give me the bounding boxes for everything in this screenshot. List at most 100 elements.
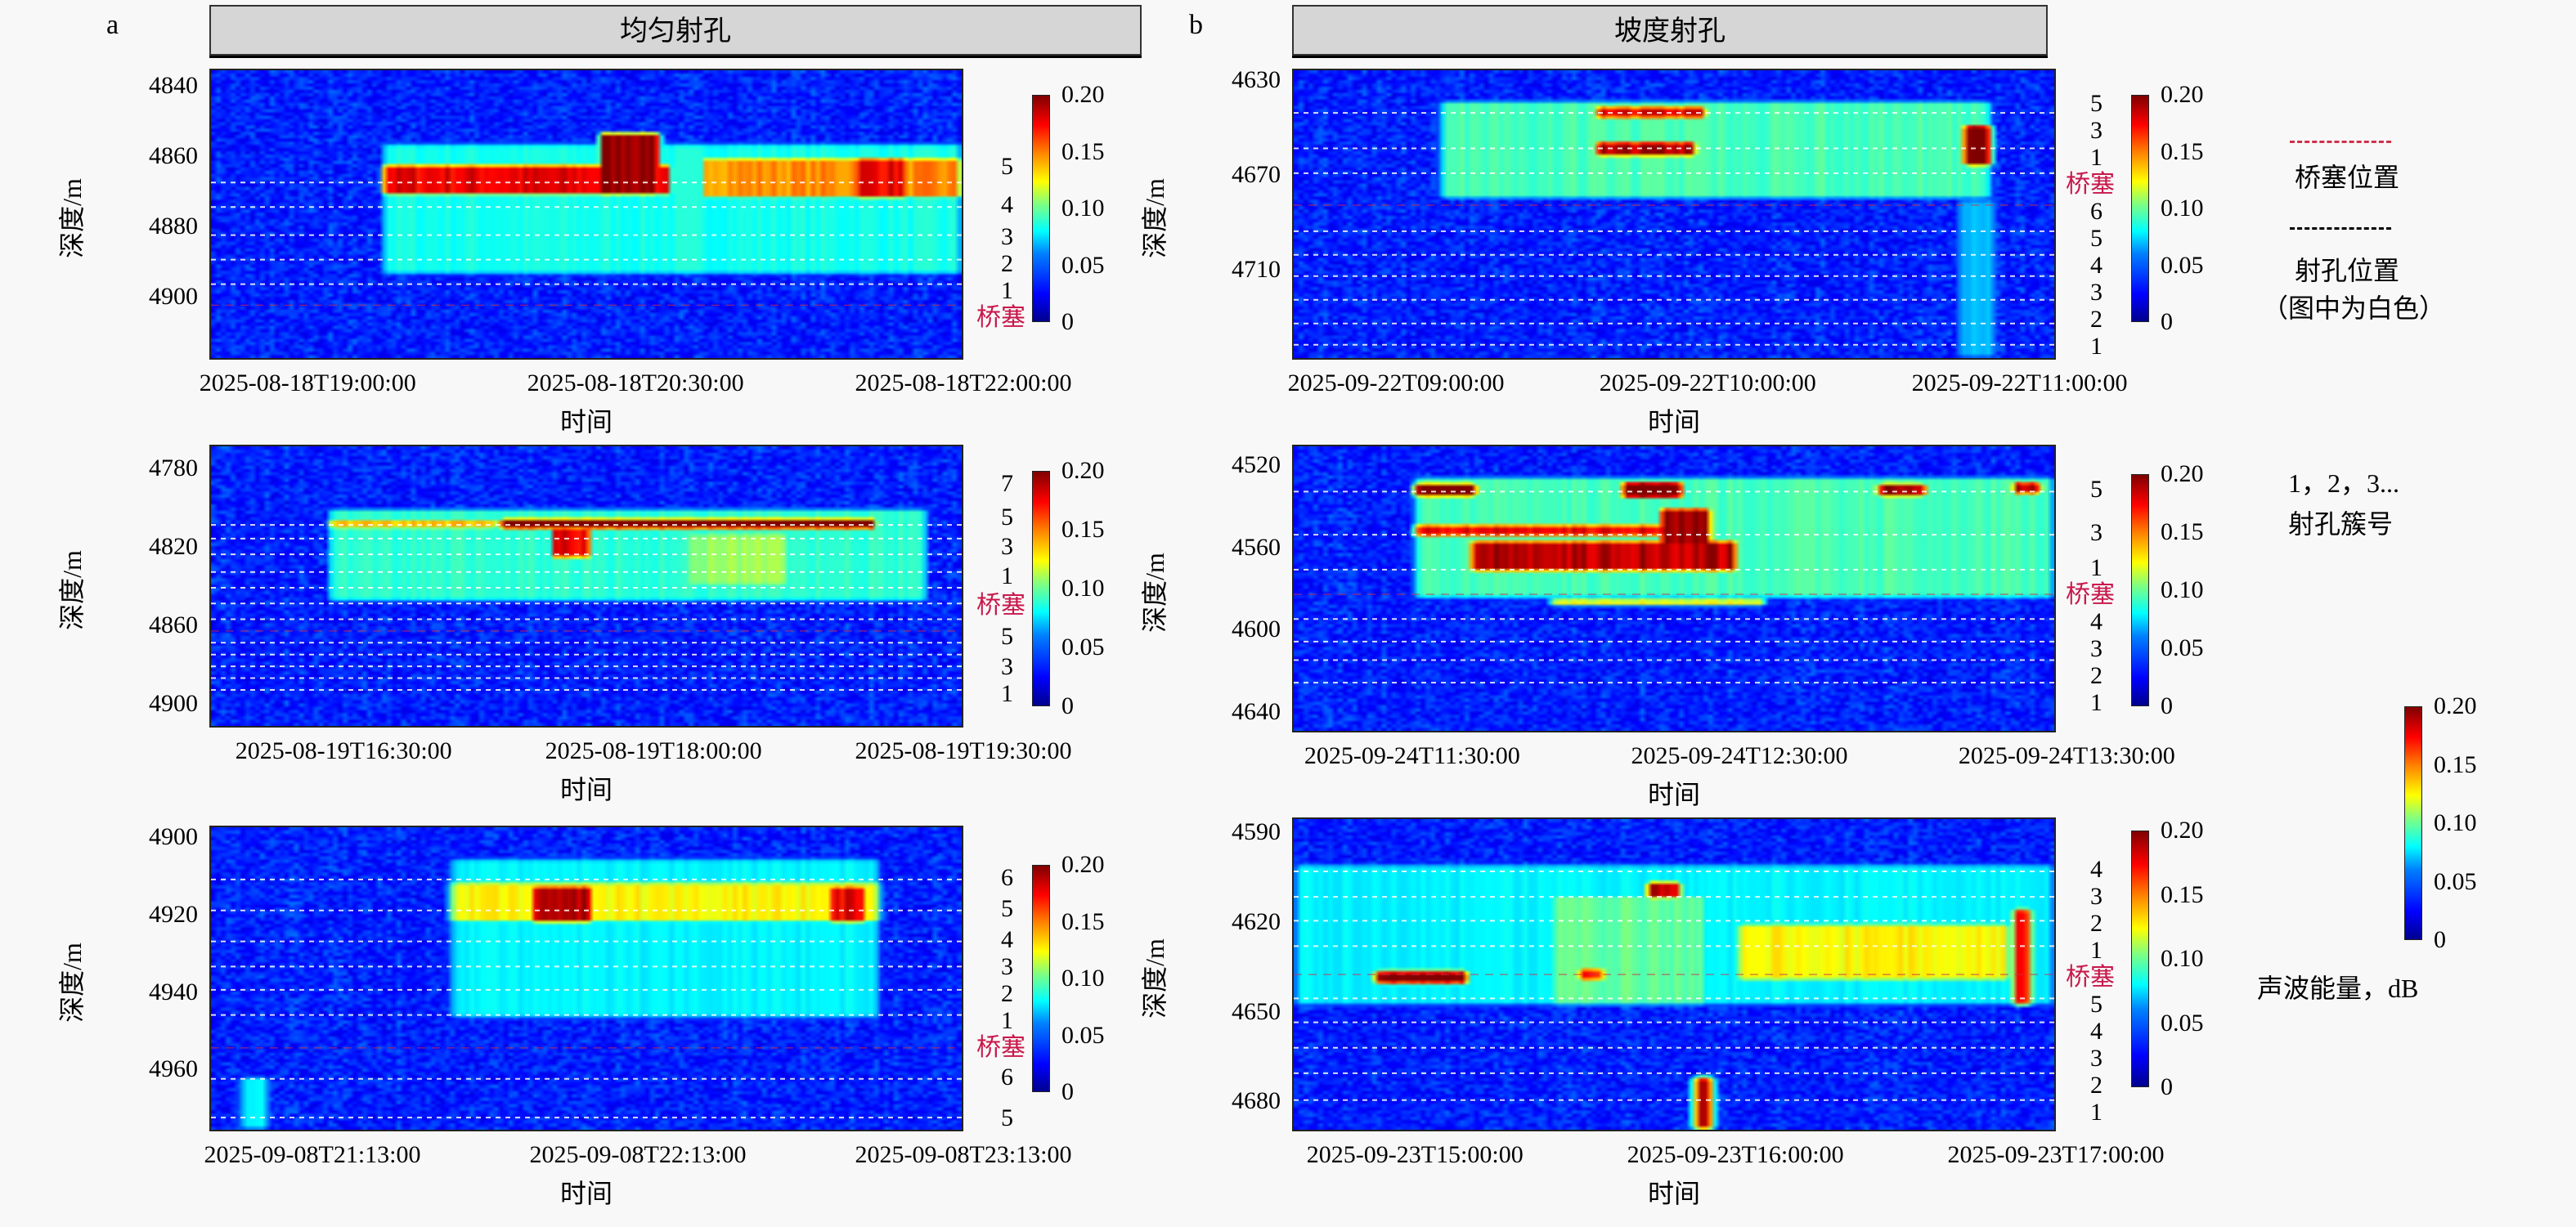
colorbar-tick-label: 0.10: [2161, 945, 2204, 972]
x-tick-label: 2025-08-18T22:00:00: [855, 369, 1072, 396]
cluster-number-label: 1: [2090, 553, 2103, 581]
colorbar-tick-label: 0.10: [1061, 195, 1105, 222]
colorbar-tick-label: 0: [2161, 1073, 2173, 1100]
panel-letter: a: [106, 10, 119, 40]
y-tick-label: 4780: [149, 454, 198, 481]
colorbar-tick-label: 0.15: [1061, 907, 1105, 935]
x-tick-label: 2025-09-24T11:30:00: [1304, 742, 1520, 769]
heatmap-b1: [1292, 69, 2056, 360]
cluster-number-label: 4: [2090, 607, 2103, 635]
heatmap-cells: [1294, 446, 2054, 731]
perforation-legend-label: 射孔位置: [2295, 256, 2400, 285]
cluster-number-label: 1: [1001, 679, 1013, 707]
x-tick-label: 2025-09-08T21:13:00: [204, 1141, 421, 1168]
colorbar-tick-label: 0.15: [2161, 880, 2204, 908]
panel-letter: b: [1189, 10, 1203, 40]
colorbar-tick-label: 0.20: [2161, 817, 2204, 844]
x-tick-label: 2025-08-18T19:00:00: [199, 369, 416, 396]
colorbar-tick-label: 0.05: [2161, 634, 2204, 661]
cluster-number-label: 2: [2090, 910, 2103, 937]
x-axis-label: 时间: [559, 407, 613, 437]
cluster-legend-label: 射孔簇号: [2288, 509, 2394, 539]
plug-legend-line: [2290, 141, 2391, 143]
x-tick-label: 2025-09-24T12:30:00: [1631, 742, 1848, 769]
y-tick-label: 4940: [149, 978, 198, 1005]
y-tick-label: 4590: [1232, 818, 1281, 846]
y-tick-label: 4650: [1232, 997, 1281, 1025]
heatmap-a1: [209, 69, 963, 360]
energy-colorbar-label: 声波能量，dB: [2257, 974, 2419, 1003]
colorbar-tick-label: 0.05: [2161, 1009, 2204, 1037]
cluster-number-label: 1: [2090, 333, 2103, 360]
heatmap-a2: [209, 445, 963, 728]
colorbar: [1032, 95, 1050, 322]
colorbar-tick-label: 0.10: [2434, 809, 2477, 836]
colorbar-tick-label: 0.20: [1061, 457, 1105, 484]
colorbar: [2131, 95, 2149, 322]
cluster-number-label: 4: [1001, 191, 1013, 219]
cluster-number-label: 1: [2090, 937, 2103, 964]
cluster-number-label: 3: [2090, 634, 2103, 662]
x-tick-label: 2025-09-22T10:00:00: [1599, 369, 1816, 396]
y-tick-label: 4920: [149, 900, 198, 928]
colorbar-tick-label: 0.05: [1061, 1021, 1105, 1049]
x-tick-label: 2025-08-19T18:00:00: [545, 737, 762, 764]
colorbar-tick-label: 0.15: [2161, 137, 2204, 165]
panel-title: 均匀射孔: [209, 5, 1142, 56]
heatmap-cells: [211, 70, 962, 358]
colorbar-tick-label: 0.15: [1061, 516, 1105, 543]
x-axis-label: 时间: [559, 775, 613, 804]
cluster-number-label: 4: [2090, 856, 2103, 883]
x-tick-label: 2025-08-18T20:30:00: [527, 369, 744, 396]
y-tick-label: 4630: [1232, 66, 1281, 94]
y-tick-label: 4860: [149, 611, 198, 639]
x-axis-label: 时间: [1647, 780, 1701, 809]
overlay: [211, 181, 962, 307]
colorbar-tick-label: 0: [2161, 692, 2173, 719]
x-axis-label: 时间: [1647, 1179, 1701, 1208]
colorbar: [2131, 831, 2149, 1087]
cluster-number-label: 5: [1001, 623, 1013, 651]
y-tick-label: 4560: [1232, 533, 1281, 561]
y-axis-label: 深度/m: [1140, 938, 1169, 1019]
colorbar-tick-label: 0.10: [1061, 965, 1105, 992]
plug-label: 桥塞: [2066, 580, 2115, 608]
x-tick-label: 2025-08-19T16:30:00: [235, 737, 452, 764]
colorbar-tick-label: 0: [1061, 1078, 1074, 1105]
colorbar-tick-label: 0.05: [1061, 251, 1105, 279]
overlay: [211, 524, 962, 691]
cluster-number-label: 1: [1001, 1006, 1013, 1034]
y-axis-label: 深度/m: [57, 178, 87, 258]
x-tick-label: 2025-09-22T11:00:00: [1911, 369, 2128, 396]
cluster-number-label: 2: [1001, 979, 1013, 1007]
x-axis-label: 时间: [1647, 407, 1701, 437]
cluster-number-label: 1: [2090, 1099, 2103, 1126]
cluster-number-label: 3: [1001, 532, 1013, 560]
cluster-number-label: 4: [1001, 925, 1013, 953]
plug-label: 桥塞: [976, 303, 1025, 331]
colorbar-tick-label: 0.20: [1061, 851, 1105, 878]
colorbar: [2131, 474, 2149, 706]
y-tick-label: 4640: [1232, 697, 1281, 725]
x-tick-label: 2025-09-23T15:00:00: [1306, 1141, 1524, 1168]
x-tick-label: 2025-09-22T09:00:00: [1287, 369, 1505, 396]
colorbar-tick-label: 0.10: [2161, 195, 2204, 222]
cluster-number-label: 7: [1001, 470, 1013, 498]
plug-label: 桥塞: [2066, 171, 2115, 198]
x-tick-label: 2025-09-23T16:00:00: [1627, 1141, 1844, 1168]
cluster-number-label: 4: [2090, 252, 2103, 279]
overlay: [211, 878, 962, 1119]
y-tick-label: 4900: [149, 690, 198, 718]
x-tick-label: 2025-09-08T22:13:00: [529, 1141, 747, 1168]
heatmap-b3: [1292, 817, 2056, 1131]
colorbar-tick-label: 0.20: [1061, 81, 1105, 108]
cluster-number-label: 3: [1001, 952, 1013, 980]
colorbar-tick-label: 0.05: [2434, 867, 2477, 895]
cluster-number-label: 5: [1001, 894, 1013, 922]
y-tick-label: 4620: [1232, 908, 1281, 935]
cluster-number-label: 6: [2090, 198, 2103, 225]
colorbar-tick-label: 0.15: [1061, 137, 1105, 165]
colorbar-tick-label: 0.10: [1061, 575, 1105, 602]
y-tick-label: 4710: [1232, 256, 1281, 284]
y-axis-label: 深度/m: [1140, 553, 1169, 633]
